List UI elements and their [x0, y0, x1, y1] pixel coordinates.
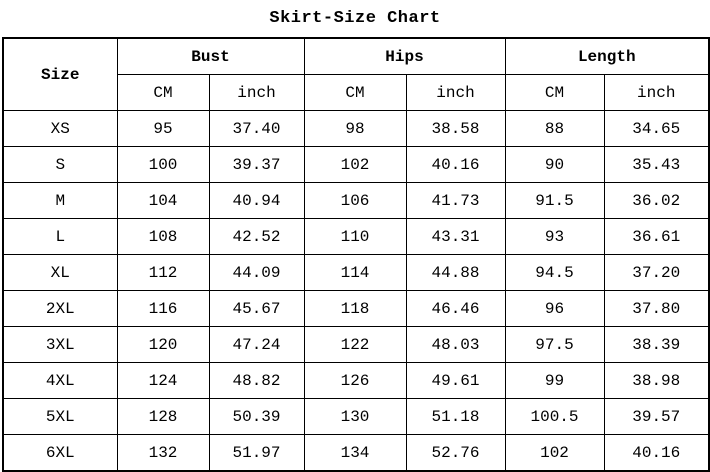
size-cell: 3XL — [2, 326, 118, 363]
value-cell: 112 — [116, 254, 210, 291]
size-table-body: XS 95 37.40 98 38.58 88 34.65 S 100 39.37 102 40.16… — [2, 110, 710, 472]
value-cell: 51.18 — [405, 398, 506, 435]
value-cell: 51.97 — [208, 434, 305, 472]
value-cell: 104 — [116, 182, 210, 219]
table-row: M 104 40.94 106 41.73 91.5 36.02 — [2, 182, 710, 219]
value-cell: 116 — [116, 290, 210, 327]
table-row: 3XL 120 47.24 122 48.03 97.5 38.39 — [2, 326, 710, 363]
value-cell: 114 — [303, 254, 407, 291]
value-cell: 126 — [303, 362, 407, 399]
value-cell: 43.31 — [405, 218, 506, 255]
table-row: L 108 42.52 110 43.31 93 36.61 — [2, 218, 710, 255]
value-cell: 88 — [504, 110, 605, 147]
value-cell: 37.80 — [603, 290, 710, 327]
table-row: 2XL 116 45.67 118 46.46 96 37.80 — [2, 290, 710, 327]
value-cell: 102 — [303, 146, 407, 183]
value-cell: 100 — [116, 146, 210, 183]
value-cell: 50.39 — [208, 398, 305, 435]
length-cm-header: CM — [504, 74, 605, 111]
value-cell: 48.03 — [405, 326, 506, 363]
value-cell: 35.43 — [603, 146, 710, 183]
value-cell: 100.5 — [504, 398, 605, 435]
value-cell: 130 — [303, 398, 407, 435]
length-group-header: Length — [504, 37, 710, 75]
hips-inch-header: inch — [405, 74, 506, 111]
value-cell: 122 — [303, 326, 407, 363]
value-cell: 95 — [116, 110, 210, 147]
value-cell: 94.5 — [504, 254, 605, 291]
value-cell: 49.61 — [405, 362, 506, 399]
value-cell: 39.57 — [603, 398, 710, 435]
table-row: 5XL 128 50.39 130 51.18 100.5 39.57 — [2, 398, 710, 435]
value-cell: 106 — [303, 182, 407, 219]
unit-header-row: CM inch CM inch CM inch — [3, 74, 710, 111]
value-cell: 40.16 — [603, 434, 710, 472]
value-cell: 132 — [116, 434, 210, 472]
value-cell: 102 — [504, 434, 605, 472]
value-cell: 39.37 — [208, 146, 305, 183]
length-inch-header: inch — [603, 74, 710, 111]
value-cell: 124 — [116, 362, 210, 399]
group-header-row: Size Bust Hips Length — [2, 37, 710, 111]
bust-inch-header: inch — [208, 74, 305, 111]
value-cell: 44.09 — [208, 254, 305, 291]
value-cell: 120 — [116, 326, 210, 363]
value-cell: 128 — [116, 398, 210, 435]
value-cell: 98 — [303, 110, 407, 147]
table-row: XS 95 37.40 98 38.58 88 34.65 — [2, 110, 710, 147]
value-cell: 37.20 — [603, 254, 710, 291]
value-cell: 52.76 — [405, 434, 506, 472]
value-cell: 90 — [504, 146, 605, 183]
bust-group-header: Bust — [116, 37, 305, 75]
size-cell: 5XL — [2, 398, 118, 435]
value-cell: 36.61 — [603, 218, 710, 255]
value-cell: 44.88 — [405, 254, 506, 291]
size-cell: XS — [2, 110, 118, 147]
value-cell: 93 — [504, 218, 605, 255]
value-cell: 45.67 — [208, 290, 305, 327]
value-cell: 40.94 — [208, 182, 305, 219]
value-cell: 47.24 — [208, 326, 305, 363]
value-cell: 34.65 — [603, 110, 710, 147]
size-cell: XL — [2, 254, 118, 291]
value-cell: 38.58 — [405, 110, 506, 147]
value-cell: 118 — [303, 290, 407, 327]
value-cell: 91.5 — [504, 182, 605, 219]
size-cell: M — [2, 182, 118, 219]
size-cell: 4XL — [2, 362, 118, 399]
value-cell: 36.02 — [603, 182, 710, 219]
size-column-header: Size — [2, 37, 118, 111]
value-cell: 48.82 — [208, 362, 305, 399]
table-row: XL 112 44.09 114 44.88 94.5 37.20 — [2, 254, 710, 291]
bust-cm-header: CM — [116, 74, 210, 111]
value-cell: 41.73 — [405, 182, 506, 219]
value-cell: 134 — [303, 434, 407, 472]
value-cell: 96 — [504, 290, 605, 327]
size-cell: 6XL — [2, 434, 118, 472]
value-cell: 97.5 — [504, 326, 605, 363]
hips-group-header: Hips — [303, 37, 506, 75]
value-cell: 110 — [303, 218, 407, 255]
value-cell: 42.52 — [208, 218, 305, 255]
value-cell: 108 — [116, 218, 210, 255]
size-cell: S — [2, 146, 118, 183]
value-cell: 38.39 — [603, 326, 710, 363]
chart-title: Skirt-Size Chart — [269, 9, 441, 28]
value-cell: 40.16 — [405, 146, 506, 183]
value-cell: 38.98 — [603, 362, 710, 399]
value-cell: 37.40 — [208, 110, 305, 147]
table-row: S 100 39.37 102 40.16 90 35.43 — [2, 146, 710, 183]
size-cell: 2XL — [2, 290, 118, 327]
value-cell: 99 — [504, 362, 605, 399]
table-row: 4XL 124 48.82 126 49.61 99 38.98 — [2, 362, 710, 399]
hips-cm-header: CM — [303, 74, 407, 111]
size-chart-table: Size Bust Hips Length CM inch CM inch CM… — [2, 37, 710, 472]
table-row: 6XL 132 51.97 134 52.76 102 40.16 — [2, 434, 710, 472]
size-cell: L — [2, 218, 118, 255]
value-cell: 46.46 — [405, 290, 506, 327]
